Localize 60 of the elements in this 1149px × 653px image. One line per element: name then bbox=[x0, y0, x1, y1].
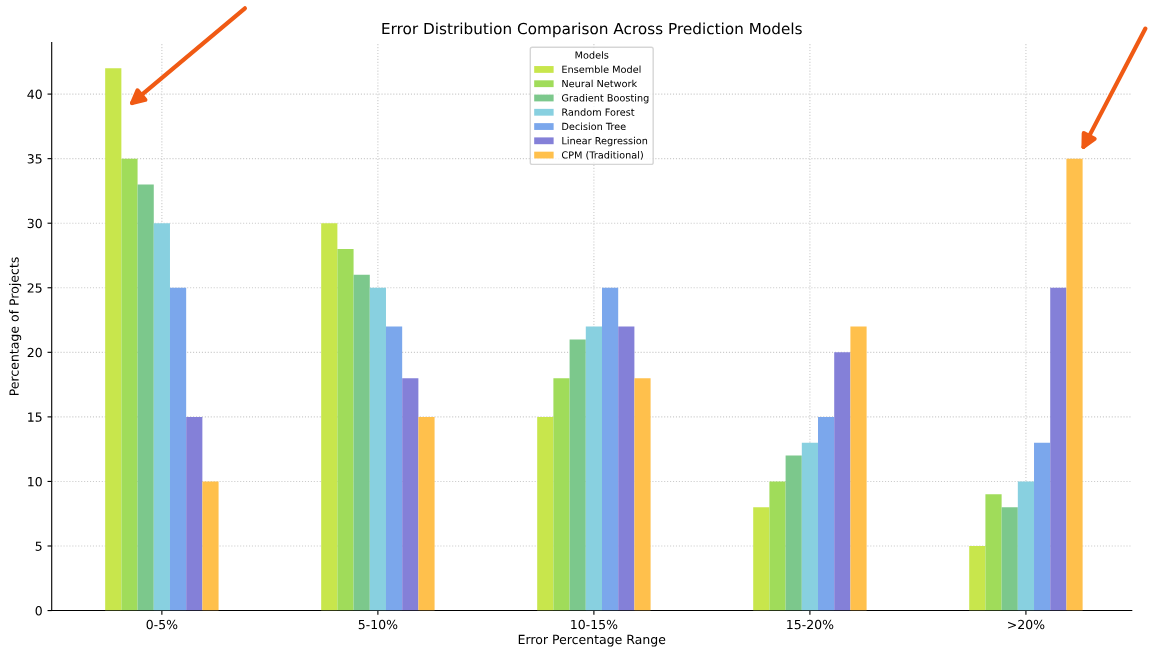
bar bbox=[634, 378, 651, 611]
bar bbox=[385, 326, 403, 611]
bar bbox=[585, 326, 602, 611]
bar bbox=[418, 416, 435, 611]
bar bbox=[769, 481, 786, 611]
y-tick-label: 5 bbox=[35, 541, 42, 551]
bar bbox=[369, 287, 386, 611]
x-tick-label: 5-10% bbox=[358, 619, 398, 630]
bar bbox=[105, 68, 122, 611]
y-tick-label: 30 bbox=[27, 218, 42, 229]
bar bbox=[202, 481, 219, 611]
bar bbox=[985, 494, 1002, 611]
y-axis-title: Percentage of Projects bbox=[9, 257, 22, 396]
y-tick-label: 20 bbox=[27, 347, 42, 358]
x-tick-label: >20% bbox=[1008, 619, 1045, 630]
legend-label: CPM (Traditional) bbox=[561, 151, 643, 160]
bar bbox=[402, 378, 419, 611]
bar bbox=[801, 442, 819, 611]
bar bbox=[618, 326, 635, 611]
bar bbox=[1066, 158, 1083, 611]
bar bbox=[834, 352, 851, 611]
legend-title: Models bbox=[575, 51, 609, 59]
bar bbox=[1017, 481, 1035, 611]
x-tick-label: 15-20% bbox=[787, 619, 834, 630]
bar bbox=[1050, 287, 1067, 611]
bar bbox=[137, 184, 154, 611]
bar bbox=[818, 416, 835, 611]
x-axis-title: Error Percentage Range bbox=[518, 634, 666, 647]
bar bbox=[186, 416, 203, 611]
y-tick-label: 35 bbox=[27, 154, 42, 164]
x-tick-label: 0-5% bbox=[146, 619, 178, 630]
bar bbox=[121, 158, 138, 611]
bar bbox=[337, 249, 354, 611]
bar bbox=[353, 274, 370, 611]
y-tick-label: 15 bbox=[28, 412, 42, 422]
bar bbox=[321, 223, 338, 611]
bar bbox=[553, 378, 570, 611]
bar bbox=[785, 455, 802, 611]
y-tick-label: 0 bbox=[35, 606, 42, 616]
x-tick-label: 10-15% bbox=[571, 619, 618, 630]
legend-label: Neural Network bbox=[562, 79, 638, 88]
legend-label: Linear Regression bbox=[562, 136, 648, 147]
bar bbox=[153, 223, 170, 611]
bar bbox=[602, 287, 619, 611]
legend-label: Decision Tree bbox=[562, 122, 626, 131]
bar bbox=[753, 507, 770, 611]
legend-label: Gradient Boosting bbox=[561, 94, 649, 104]
bar bbox=[969, 546, 986, 611]
bar bbox=[1034, 442, 1051, 611]
bar bbox=[569, 339, 586, 611]
chart-title: Error Distribution Comparison Across Prediction Models bbox=[382, 22, 802, 38]
bar bbox=[537, 416, 554, 611]
y-tick-label: 10 bbox=[28, 476, 42, 487]
legend-label: Random Forest bbox=[562, 108, 635, 116]
y-tick-label: 40 bbox=[27, 89, 42, 100]
legend-label: Ensemble Model bbox=[562, 65, 641, 73]
bar bbox=[169, 287, 187, 611]
y-tick-label: 25 bbox=[27, 283, 42, 293]
bar bbox=[1001, 507, 1018, 611]
bar bbox=[850, 326, 867, 611]
